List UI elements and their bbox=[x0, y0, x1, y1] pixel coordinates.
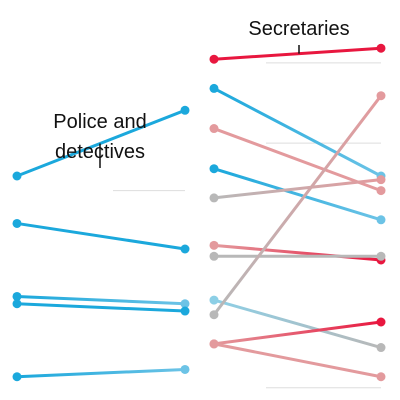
right-series-4-line bbox=[212, 178, 383, 200]
right-series-7-end-point bbox=[376, 343, 386, 353]
right-series-8-line bbox=[212, 94, 383, 317]
left-series-0-start-point bbox=[12, 171, 22, 181]
right-series-3-end-point bbox=[376, 215, 386, 225]
right-series-2-line bbox=[212, 127, 383, 193]
right-series-7 bbox=[209, 295, 386, 353]
right-series-5-start-point bbox=[209, 240, 219, 250]
right-series-10-end-point bbox=[376, 372, 386, 382]
right-series-8 bbox=[209, 91, 386, 320]
right-series-9-end-point bbox=[376, 317, 386, 327]
left-series-2-line bbox=[15, 294, 187, 306]
right-series-6-end-point bbox=[376, 251, 386, 261]
right-series-7-start-point bbox=[209, 295, 219, 305]
right-series-1-start-point bbox=[209, 83, 219, 93]
right-series-0 bbox=[209, 43, 386, 64]
right-series-8-end-point bbox=[376, 91, 386, 101]
right-series-7-line bbox=[212, 298, 383, 350]
left-series-3-end-point bbox=[180, 306, 190, 316]
right-series-1 bbox=[209, 83, 386, 181]
left-series-4-line bbox=[15, 367, 187, 379]
left-series-1-start-point bbox=[12, 218, 22, 228]
left-series-2-start-point bbox=[12, 291, 22, 301]
right-series-0-start-point bbox=[209, 54, 219, 64]
right-series-1-line bbox=[212, 86, 383, 178]
left-series-3 bbox=[12, 299, 190, 316]
left-series-2 bbox=[12, 291, 190, 309]
left-series-1-line bbox=[15, 221, 187, 251]
right-series-2-end-point bbox=[376, 186, 386, 196]
left-series-1-end-point bbox=[180, 244, 190, 254]
right-series-8-start-point bbox=[209, 310, 219, 320]
right-series-6 bbox=[209, 251, 386, 261]
right-series-10-line bbox=[212, 342, 383, 379]
right-series-2-start-point bbox=[209, 124, 219, 134]
right-series-4-end-point bbox=[376, 175, 386, 185]
right-series-4-start-point bbox=[209, 193, 219, 203]
left-series-2-end-point bbox=[180, 299, 190, 309]
right-series-5 bbox=[209, 240, 386, 265]
right-series-3 bbox=[209, 164, 386, 225]
right-series-3-start-point bbox=[209, 164, 219, 174]
right-series-2 bbox=[209, 124, 386, 196]
left-series-4 bbox=[12, 364, 190, 382]
right-annotation-label: Secretaries bbox=[248, 18, 349, 40]
left-series-4-start-point bbox=[12, 372, 22, 382]
left-series-0 bbox=[12, 105, 190, 181]
left-series-3-line bbox=[15, 302, 187, 313]
right-series-10-start-point bbox=[209, 339, 219, 349]
left-series-1 bbox=[12, 218, 190, 254]
right-series-3-line bbox=[212, 167, 383, 222]
right-series-9-line bbox=[212, 320, 383, 346]
right-series-4 bbox=[209, 175, 386, 203]
right-series-0-end-point bbox=[376, 43, 386, 53]
right-series-10 bbox=[209, 339, 386, 382]
left-series-4-end-point bbox=[180, 364, 190, 374]
left-series-3-start-point bbox=[12, 299, 22, 309]
left-series-0-end-point bbox=[180, 105, 190, 115]
right-series-9 bbox=[209, 317, 386, 349]
left-series-0-line bbox=[15, 108, 187, 178]
right-series-6-start-point bbox=[209, 251, 219, 261]
right-series-0-line bbox=[212, 46, 383, 61]
